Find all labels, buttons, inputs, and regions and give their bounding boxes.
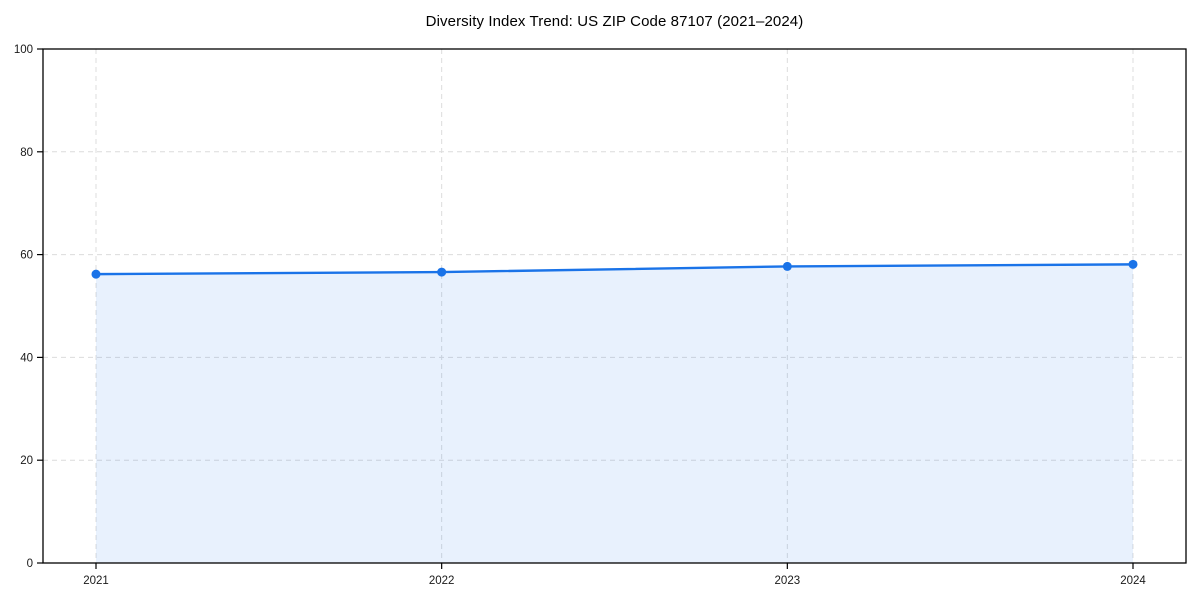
y-tick-label: 20 — [20, 455, 33, 467]
y-tick-label: 40 — [20, 352, 33, 364]
axis-frame-layer — [42, 48, 1187, 564]
y-tick-label: 0 — [27, 558, 33, 570]
data-point — [782, 261, 792, 271]
x-tick-label: 2023 — [775, 575, 801, 587]
x-tick-label: 2021 — [83, 575, 109, 587]
area-fill — [96, 264, 1133, 563]
data-point — [1128, 259, 1138, 269]
axis-ticks-layer: 0 20 40 60 80 100 2021 2022 2023 2024 — [14, 44, 1147, 587]
area-fill-layer — [96, 264, 1133, 563]
y-tick-label: 100 — [14, 44, 33, 56]
x-tick-label: 2024 — [1120, 575, 1146, 587]
trend-line — [94, 263, 1135, 276]
chart-title: Diversity Index Trend: US ZIP Code 87107… — [425, 13, 804, 30]
y-tick-label: 80 — [20, 147, 33, 159]
x-tick-label: 2022 — [429, 575, 455, 587]
y-tick-label: 60 — [20, 250, 33, 262]
axis-frame — [42, 48, 1187, 564]
data-point — [91, 269, 101, 279]
trend-line-layer — [94, 263, 1135, 276]
data-point — [437, 267, 447, 277]
data-points-layer — [91, 259, 1138, 279]
